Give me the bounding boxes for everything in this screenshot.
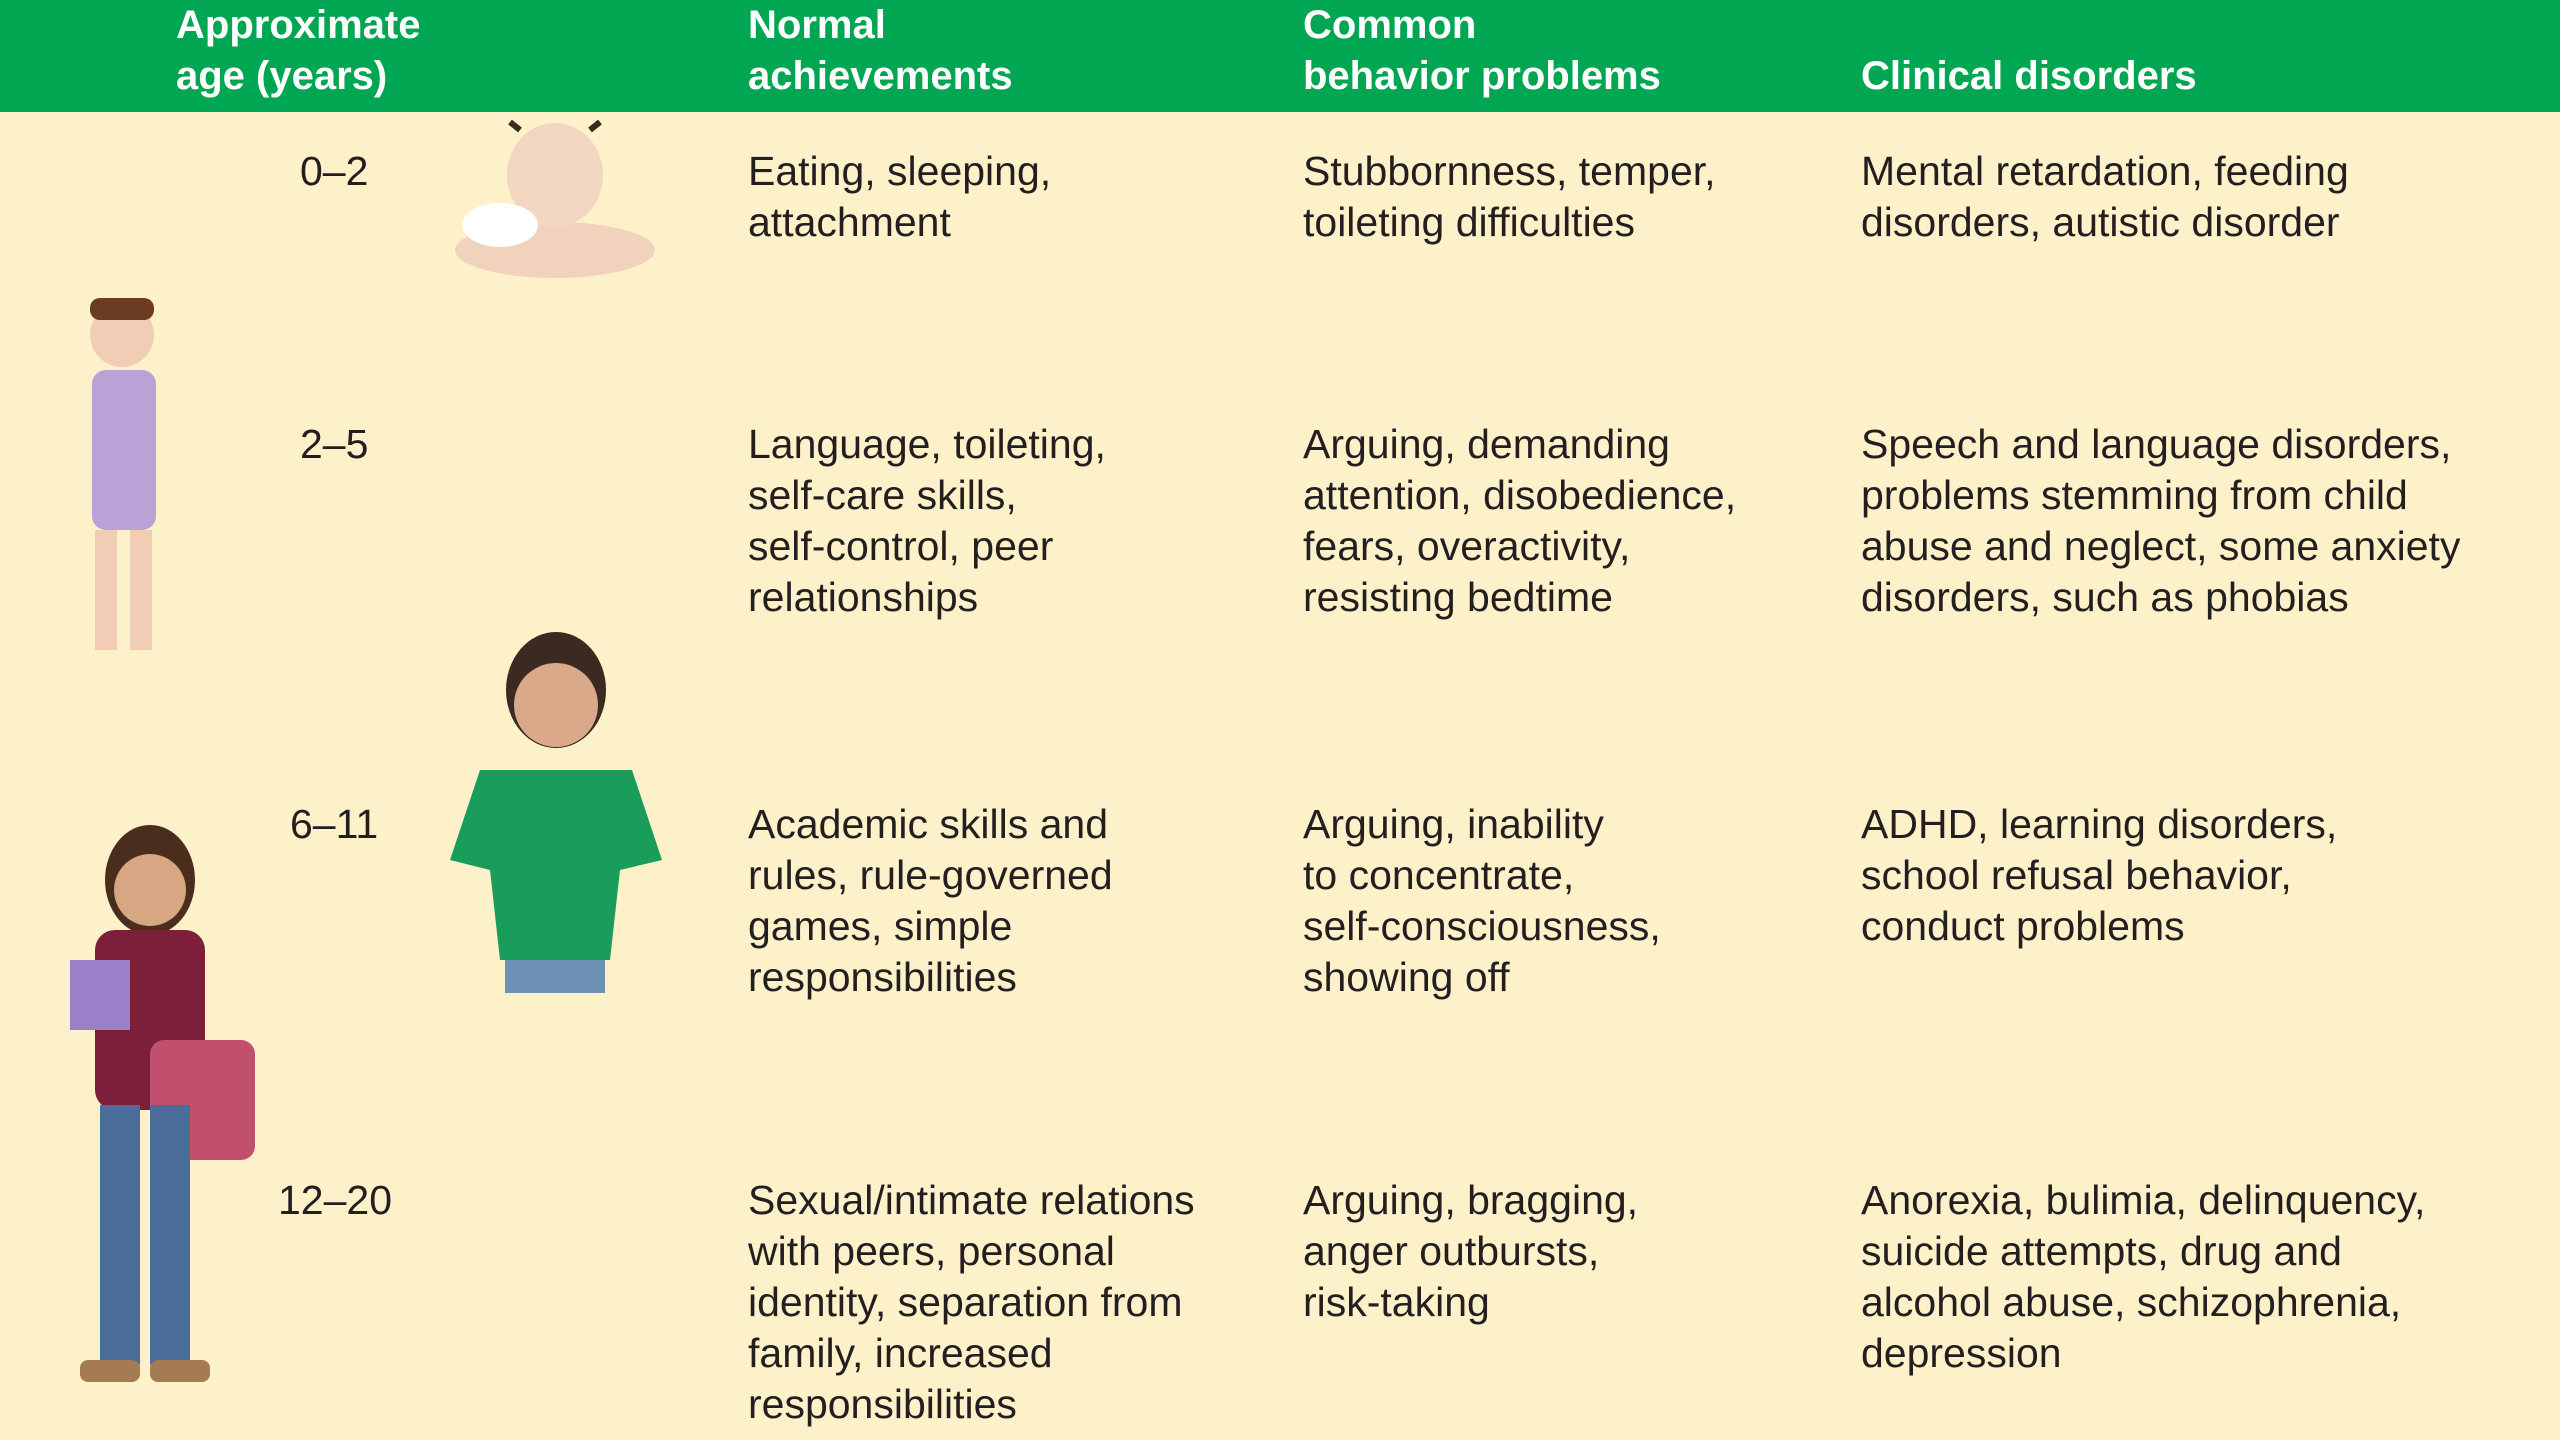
column-header: age (years)	[176, 54, 388, 98]
problems-text: self-consciousness,	[1303, 903, 1661, 949]
disorders-text: Speech and language disorders,	[1861, 421, 2452, 467]
disorders-text: problems stemming from child	[1861, 472, 2408, 518]
achievements-text: responsibilities	[748, 1381, 1017, 1427]
achievements-text: relationships	[748, 574, 979, 620]
disorders-text: disorders, such as phobias	[1861, 574, 2349, 620]
achievements-text: attachment	[748, 199, 951, 245]
age-range: 2–5	[300, 421, 369, 467]
achievements-text: Eating, sleeping,	[748, 148, 1052, 194]
girl-figure	[450, 632, 662, 993]
achievements-text: Language, toileting,	[748, 421, 1106, 467]
problems-text: to concentrate,	[1303, 852, 1575, 898]
disorders-text: alcohol abuse, schizophrenia,	[1861, 1279, 2402, 1325]
toddler-figure	[90, 298, 156, 650]
disorders-text: disorders, autistic disorder	[1861, 199, 2340, 245]
achievements-text: responsibilities	[748, 954, 1017, 1000]
problems-text: showing off	[1303, 954, 1510, 1000]
disorders-text: depression	[1861, 1330, 2062, 1376]
problems-text: attention, disobedience,	[1303, 472, 1737, 518]
baby-figure	[455, 119, 655, 278]
column-header: Approximate	[176, 3, 421, 47]
problems-text: anger outbursts,	[1303, 1228, 1600, 1274]
column-header: Common	[1303, 3, 1477, 47]
problems-text: Arguing, bragging,	[1303, 1177, 1639, 1223]
age-range: 12–20	[278, 1177, 393, 1223]
achievements-text: games, simple	[748, 903, 1013, 949]
problems-text: risk-taking	[1303, 1279, 1490, 1325]
problems-text: Stubbornness, temper,	[1303, 148, 1716, 194]
disorders-text: school refusal behavior,	[1861, 852, 2292, 898]
problems-text: fears, overactivity,	[1303, 523, 1631, 569]
achievements-text: identity, separation from	[748, 1279, 1183, 1325]
column-header: behavior problems	[1303, 54, 1661, 98]
age-range: 0–2	[300, 148, 369, 194]
disorders-text: Mental retardation, feeding	[1861, 148, 2349, 194]
column-header: achievements	[748, 54, 1013, 98]
achievements-text: Sexual/intimate relations	[748, 1177, 1195, 1223]
age-range: 6–11	[290, 801, 379, 847]
achievements-text: family, increased	[748, 1330, 1053, 1376]
achievements-text: with peers, personal	[748, 1228, 1115, 1274]
problems-text: toileting difficulties	[1303, 199, 1635, 245]
column-header: Normal	[748, 3, 886, 47]
teen-figure	[70, 825, 255, 1382]
disorders-text: conduct problems	[1861, 903, 2185, 949]
achievements-text: rules, rule-governed	[748, 852, 1113, 898]
problems-text: resisting bedtime	[1303, 574, 1613, 620]
column-header: Clinical disorders	[1861, 54, 2197, 98]
disorders-text: abuse and neglect, some anxiety	[1861, 523, 2461, 569]
achievements-text: Academic skills and	[748, 801, 1109, 847]
disorders-text: suicide attempts, drug and	[1861, 1228, 2342, 1274]
problems-text: Arguing, inability	[1303, 801, 1604, 847]
header-band	[0, 0, 2560, 112]
disorders-text: Anorexia, bulimia, delinquency,	[1861, 1177, 2426, 1223]
achievements-text: self-care skills,	[748, 472, 1017, 518]
achievements-text: self-control, peer	[748, 523, 1054, 569]
problems-text: Arguing, demanding	[1303, 421, 1670, 467]
disorders-text: ADHD, learning disorders,	[1861, 801, 2338, 847]
